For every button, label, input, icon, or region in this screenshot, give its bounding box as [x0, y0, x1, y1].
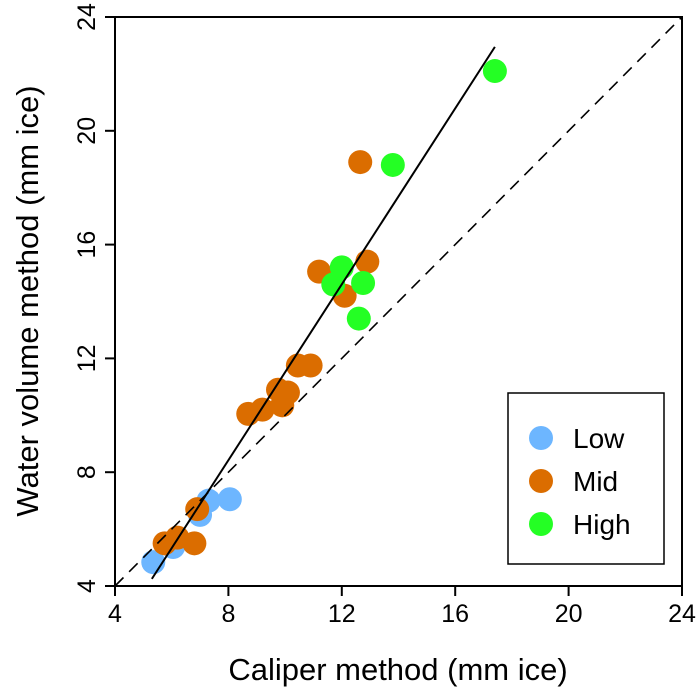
- x-tick-label: 16: [441, 600, 469, 628]
- legend-label-mid: Mid: [573, 466, 618, 497]
- y-tick-label: 24: [73, 3, 101, 31]
- y-tick-label: 8: [73, 465, 101, 479]
- legend-label-high: High: [573, 509, 631, 540]
- x-tick-label: 20: [555, 600, 583, 628]
- point-mid-3: [182, 531, 207, 556]
- legend-label-low: Low: [573, 423, 625, 454]
- x-tick-label: 4: [108, 600, 122, 628]
- one-to-one-line: [114, 16, 683, 587]
- point-mid-10: [298, 353, 323, 378]
- point-high-0: [482, 59, 507, 84]
- legend-marker-high: [529, 512, 553, 536]
- point-high-4: [351, 271, 376, 296]
- x-tick-label: 12: [328, 600, 356, 628]
- y-tick-label: 4: [73, 579, 101, 593]
- point-mid-14: [348, 150, 373, 175]
- plot-frame: [114, 16, 683, 587]
- y-tick-label: 16: [73, 231, 101, 259]
- legend: Low Mid High: [507, 392, 665, 565]
- point-mid-8: [275, 380, 300, 405]
- y-tick-label: 20: [73, 117, 101, 145]
- legend-marker-mid: [529, 469, 553, 493]
- point-mid-5: [250, 397, 275, 422]
- x-axis-label: Caliper method (mm ice): [228, 652, 567, 687]
- y-axis-label: Water volume method (mm ice): [10, 85, 45, 516]
- point-mid-13: [355, 249, 380, 274]
- legend-marker-low: [529, 426, 553, 450]
- x-tick-label: 24: [668, 600, 696, 628]
- point-high-5: [346, 306, 371, 331]
- point-high-3: [321, 272, 346, 297]
- fit-line: [151, 46, 496, 580]
- point-low-4: [217, 487, 242, 512]
- point-high-1: [380, 152, 405, 177]
- y-tick-label: 12: [73, 344, 101, 372]
- x-tick-label: 8: [221, 600, 235, 628]
